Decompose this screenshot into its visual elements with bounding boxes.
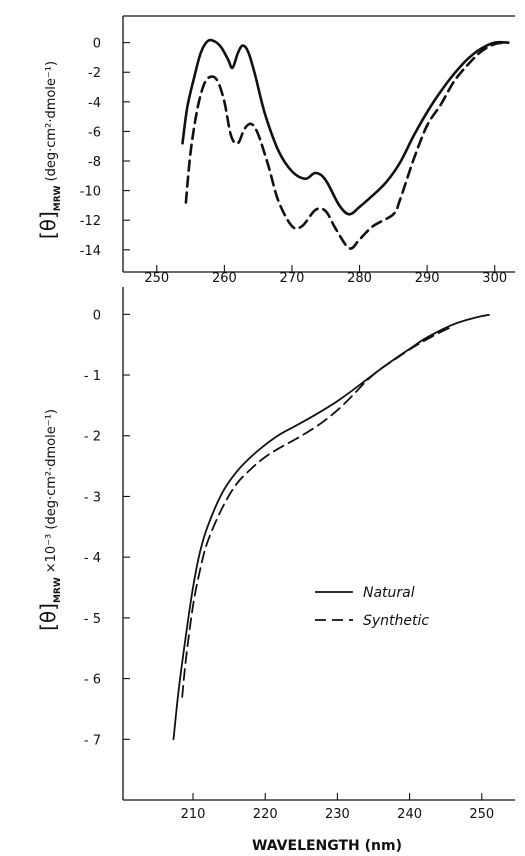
series-line-natural bbox=[172, 314, 490, 741]
y-tick-label: -2 bbox=[88, 66, 101, 81]
x-tick-label: 250 bbox=[469, 807, 494, 822]
y-tick-label: -8 bbox=[88, 155, 101, 170]
x-tick-label: 240 bbox=[397, 807, 422, 822]
y-tick-label: - 3 bbox=[84, 490, 101, 505]
top-panel: 0 -2 -4 -6 -8 -10 -12 -14 250 260 270 280 290 300 [θ]M… bbox=[36, 15, 515, 286]
y-tick-label: 0 bbox=[93, 37, 101, 52]
y-tick-label: -4 bbox=[88, 96, 101, 111]
y-tick-label: - 5 bbox=[84, 612, 101, 627]
y-axis-label-subscript: MRW bbox=[53, 185, 63, 211]
y-tick-label: - 7 bbox=[84, 733, 101, 748]
y-tick-label: -12 bbox=[80, 214, 101, 229]
x-tick-label: 230 bbox=[325, 807, 350, 822]
y-axis-label-subscript: MRW bbox=[53, 577, 63, 603]
y-axis-label-units: (deg·cm²·dmole⁻¹) bbox=[44, 61, 59, 182]
x-tick-label: 250 bbox=[144, 271, 169, 286]
x-tick-label: 290 bbox=[415, 271, 440, 286]
y-tick-label: - 6 bbox=[84, 673, 101, 688]
x-tick-label: 260 bbox=[212, 271, 237, 286]
legend-label-natural: Natural bbox=[363, 585, 415, 601]
y-axis-label-symbol: [θ] bbox=[36, 603, 60, 631]
x-axis-label: WAVELENGTH (nm) bbox=[252, 838, 402, 854]
y-tick-label: - 4 bbox=[84, 551, 101, 566]
x-tick-label: 300 bbox=[482, 271, 507, 286]
x-tick-label: 220 bbox=[253, 807, 278, 822]
x-tick-label: 280 bbox=[347, 271, 372, 286]
y-tick-label: -6 bbox=[88, 125, 101, 140]
series-line-synthetic bbox=[181, 325, 454, 698]
series-line-synthetic bbox=[184, 41, 510, 250]
series-line-natural bbox=[181, 38, 510, 216]
y-axis-label: [θ]MRW (deg·cm²·dmole⁻¹) bbox=[36, 61, 63, 239]
y-tick-label: -10 bbox=[80, 185, 101, 200]
legend-label-synthetic: Synthetic bbox=[363, 613, 429, 629]
y-axis-label-units: ×10⁻³ (deg·cm²·dmole⁻¹) bbox=[44, 409, 59, 573]
y-tick-label: 0 bbox=[93, 308, 101, 323]
y-axis-label-symbol: [θ] bbox=[36, 211, 60, 239]
y-tick-label: - 2 bbox=[84, 430, 101, 445]
y-tick-label: -14 bbox=[80, 244, 101, 259]
y-axis-label: [θ]MRW ×10⁻³ (deg·cm²·dmole⁻¹) bbox=[36, 409, 63, 631]
y-tick-label: - 1 bbox=[84, 369, 101, 384]
x-tick-label: 270 bbox=[280, 271, 305, 286]
x-tick-label: 210 bbox=[181, 807, 206, 822]
bottom-panel: 0 - 1 - 2 - 3 - 4 - 5 - 6 - 7 210 220 230 240 250 [θ]… bbox=[36, 287, 515, 854]
